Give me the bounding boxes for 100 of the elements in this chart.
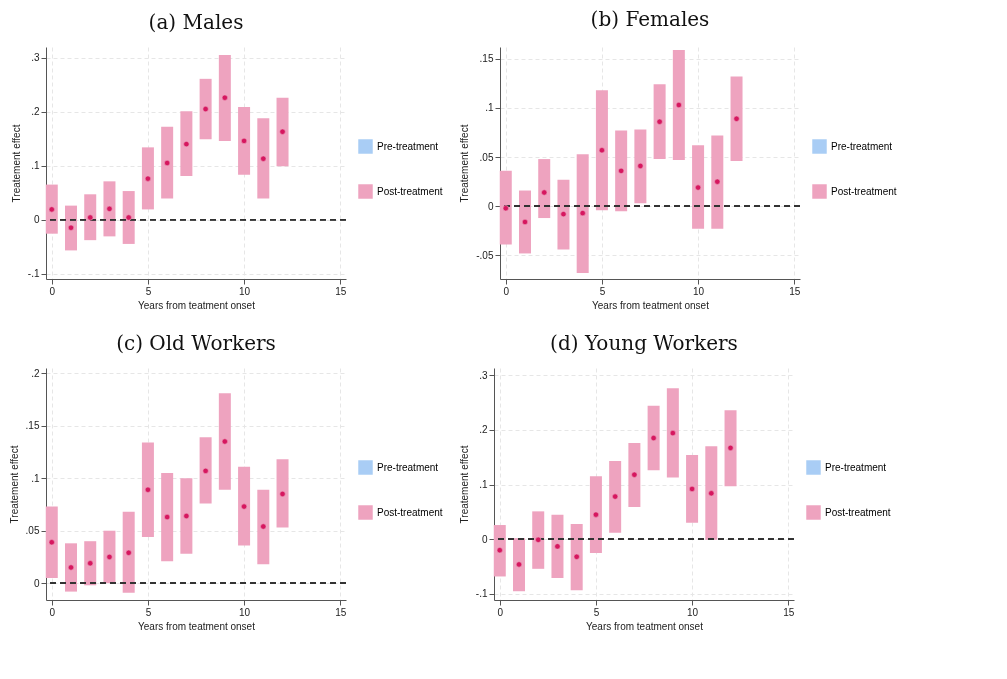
point xyxy=(535,536,542,543)
point xyxy=(612,493,619,500)
y-tick-label: -.05 xyxy=(476,249,494,261)
point xyxy=(202,106,209,113)
legend-label: Pre-treatment xyxy=(831,140,893,152)
point xyxy=(202,467,209,474)
point xyxy=(675,101,682,109)
point xyxy=(637,162,644,169)
legend-label: Post-treatment xyxy=(377,185,443,197)
x-tick-label: 0 xyxy=(49,606,56,618)
point xyxy=(279,128,286,135)
x-tick-label: 0 xyxy=(503,285,510,297)
x-tick-label: 5 xyxy=(145,285,152,297)
point xyxy=(502,205,509,212)
point xyxy=(656,118,663,125)
point xyxy=(618,167,625,174)
point xyxy=(87,560,94,567)
point xyxy=(183,141,190,148)
legend-label: Post-treatment xyxy=(377,506,443,518)
x-tick-label: 15 xyxy=(335,606,347,618)
y-tick-label: .1 xyxy=(479,479,488,491)
legend-label: Pre-treatment xyxy=(377,461,439,473)
x-tick-label: 15 xyxy=(335,285,347,297)
point xyxy=(631,471,638,478)
legend-label: Post-treatment xyxy=(831,185,897,197)
legend-label: Pre-treatment xyxy=(825,461,887,473)
point xyxy=(279,490,286,498)
point xyxy=(221,94,228,101)
point xyxy=(579,210,586,217)
x-tick-label: 10 xyxy=(239,285,251,297)
x-tick-label: 15 xyxy=(783,606,795,618)
chart-title: (c) Old Workers xyxy=(116,331,276,355)
point xyxy=(560,211,567,218)
y-tick-label: .2 xyxy=(479,424,488,436)
point xyxy=(144,175,151,182)
point xyxy=(598,147,605,154)
y-tick-label: 0 xyxy=(33,214,40,226)
y-tick-label: .1 xyxy=(31,472,40,484)
point xyxy=(573,553,580,560)
y-tick-label: .3 xyxy=(31,52,40,64)
point xyxy=(521,218,529,226)
point xyxy=(650,435,657,442)
point xyxy=(125,214,132,221)
point xyxy=(733,115,740,122)
point xyxy=(515,561,523,568)
x-axis-title: Years from teatment onset xyxy=(592,299,710,311)
point xyxy=(554,543,561,550)
y-tick-label: .1 xyxy=(31,160,40,172)
point xyxy=(260,523,267,530)
x-tick-label: 10 xyxy=(687,606,699,618)
point xyxy=(48,539,55,546)
y-tick-label: -.1 xyxy=(27,268,40,280)
point xyxy=(241,137,248,144)
y-axis-title: Treatement effect xyxy=(10,124,22,203)
y-tick-label: .05 xyxy=(25,525,40,537)
point xyxy=(689,485,696,492)
legend-label: Post-treatment xyxy=(825,506,891,518)
point xyxy=(48,206,55,213)
point xyxy=(708,490,715,497)
y-tick-label: .15 xyxy=(479,53,494,65)
x-tick-label: 10 xyxy=(693,285,705,297)
y-tick-label: .2 xyxy=(31,367,40,379)
y-tick-label: .2 xyxy=(31,106,40,118)
point xyxy=(164,514,171,521)
x-tick-label: 5 xyxy=(145,606,152,618)
y-tick-label: -.1 xyxy=(475,588,488,600)
x-tick-label: 0 xyxy=(497,606,504,618)
point xyxy=(260,155,267,162)
point xyxy=(183,512,190,520)
point xyxy=(727,444,734,451)
y-axis-title: Treatement effect xyxy=(459,124,471,203)
x-tick-label: 0 xyxy=(49,285,56,297)
y-tick-label: .3 xyxy=(479,369,488,381)
y-axis-title: Treatement effect xyxy=(8,445,20,524)
y-tick-label: 0 xyxy=(33,577,40,589)
point xyxy=(714,178,721,185)
point xyxy=(695,184,702,191)
point xyxy=(106,553,113,560)
x-axis-title: Years from teatment onset xyxy=(586,620,704,632)
legend-label: Pre-treatment xyxy=(377,140,439,152)
y-axis-title: Treatement effect xyxy=(458,445,470,524)
chart-title: (b) Females xyxy=(590,6,710,31)
x-tick-label: 5 xyxy=(599,285,606,297)
point xyxy=(106,205,113,212)
point xyxy=(241,503,248,510)
x-tick-label: 15 xyxy=(789,285,801,297)
y-tick-label: .15 xyxy=(25,420,40,432)
chart-title: (d) Young Workers xyxy=(550,331,738,355)
point xyxy=(164,159,171,167)
point xyxy=(221,438,228,445)
point xyxy=(87,214,94,221)
x-tick-label: 5 xyxy=(593,606,600,618)
y-tick-label: .1 xyxy=(485,102,494,114)
point xyxy=(125,549,132,556)
x-axis-title: Years from teatment onset xyxy=(138,620,256,632)
y-tick-label: 0 xyxy=(487,200,494,212)
point xyxy=(592,511,599,518)
x-axis-title: Years from teatment onset xyxy=(138,299,256,311)
point xyxy=(67,224,75,231)
point xyxy=(67,564,75,571)
